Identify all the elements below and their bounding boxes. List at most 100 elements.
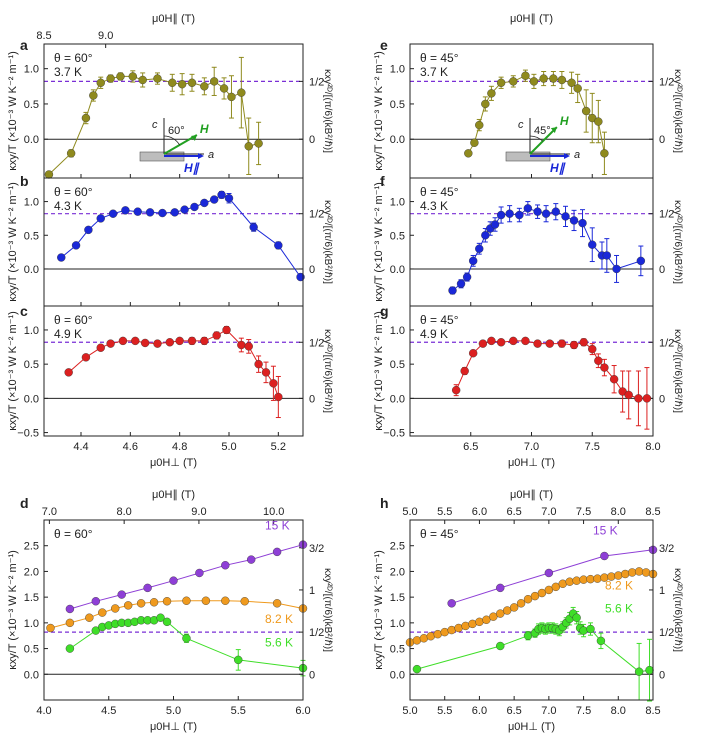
data-point [478,339,488,348]
a-axis-label: a [574,149,580,161]
top-tick-label: 7.0 [541,506,556,518]
y-tick-label: 2.0 [24,566,39,578]
data-point [237,340,246,350]
top-axis-label: μ0H∥ (T) [152,13,195,25]
data-point [475,244,484,253]
panel-label: c [20,303,28,319]
data-point [489,612,498,621]
top-tick-label: 8.0 [117,506,132,518]
data-point [470,138,479,147]
a-axis-label: a [208,149,214,161]
plot-frame [409,305,654,437]
data-point [505,209,514,218]
data-point [600,551,609,561]
y-tick-label: 0.5 [390,99,405,111]
y-axis-label-f: κxy/T (×10⁻³ W K⁻² m⁻¹) [373,182,385,302]
right-tick-label: 0 [659,264,665,276]
y-axis-label-g: κxy/T (×10⁻³ W K⁻² m⁻¹) [373,311,385,431]
field-geometry-diagram-icon: c a H H∥ 60° [139,118,214,175]
angle-label: 60° [168,125,185,137]
data-point [153,74,162,83]
y-tick-label: 0.0 [390,134,405,146]
chart-panel-a: 0.0 0.5 1.0 0 1/2 8.5 9.0 μ0H∥ (T) θ = 60°3.7 K a… [20,13,324,179]
data-point [121,206,130,215]
data-point [165,338,175,347]
data-point [209,195,219,204]
data-point [503,606,512,615]
data-point [419,634,429,643]
data-point [84,225,93,235]
series-line [69,544,304,610]
right-tick-label: 1/2 [659,627,674,639]
data-point [462,272,472,282]
x-tick-label: 6.5 [463,441,478,453]
data-point [200,336,209,346]
chart-panel-e: 0.0 0.5 1.0 0 1/2 μ0H∥ (T) θ = 45°3.7 K e c a H H∥ 4… [380,13,674,179]
data-point [634,567,644,576]
top-tick-label: 9.0 [191,506,206,518]
right-tick-label: 1 [309,585,315,597]
data-point [175,336,184,346]
data-point [162,617,172,627]
temperature-annotation: 3.7 K [54,65,82,79]
panel-label: g [380,303,389,319]
data-point [219,84,229,93]
x-tick-label: 5.5 [231,705,246,717]
data-point [169,576,178,585]
data-point [91,626,101,635]
data-point [111,604,120,613]
top-axis-label: μ0H∥ (T) [152,489,195,501]
data-point [634,667,644,676]
x-tick-label: 6.0 [472,705,487,717]
data-point [254,359,263,369]
right-tick-label: 3/2 [659,543,674,555]
y-tick-label: −0.5 [17,428,39,440]
series-15K [65,540,308,614]
data-point [201,596,211,605]
data-point [177,79,187,89]
data-point [621,569,630,579]
data-point [496,78,506,87]
data-point [96,343,105,352]
plot-frame [409,519,654,701]
data-point [447,599,456,608]
x-tick-label: 8.0 [611,705,626,717]
panel-label: e [380,37,388,53]
data-point [481,231,490,240]
x-tick-label: 4.0 [36,705,51,717]
data-point [600,363,609,372]
data-point [234,655,243,665]
data-point [612,264,621,274]
bottom-axis-label: μ0H⊥ (T) [150,457,197,469]
series-8-2K [46,596,308,633]
data-point [515,210,524,220]
right-axis-label-c: κxy²ᴰ/[(π/6)(kB²/ℏ)] [322,329,333,413]
field-arrowhead [190,135,197,141]
panel-label: f [380,173,385,189]
data-point [451,385,461,395]
x-tick-label: 4.5 [101,705,116,717]
data-point [496,641,505,651]
data-point [481,99,490,109]
panel-label: a [20,37,28,53]
x-tick-label: 4.6 [123,441,138,453]
series-a [44,56,263,179]
data-point [468,349,478,358]
top-tick-label: 10.0 [263,506,284,518]
y-tick-label: 1.0 [24,64,39,76]
top-axis-label: μ0H∥ (T) [510,13,553,25]
data-point [217,190,226,200]
y-tick-label: 0.0 [24,669,39,681]
data-point [529,77,539,86]
c-axis-label: c [152,119,158,131]
top-tick-label: 5.0 [402,506,417,518]
data-point [521,336,530,346]
data-point [89,91,98,100]
series-8-2K [405,567,658,647]
series-5-6K [412,606,654,702]
data-point [533,207,542,216]
y-tick-label: 1.0 [390,325,405,337]
series-g [451,336,652,430]
data-point [509,336,518,346]
temperature-annotation: 3.7 K [420,65,448,79]
